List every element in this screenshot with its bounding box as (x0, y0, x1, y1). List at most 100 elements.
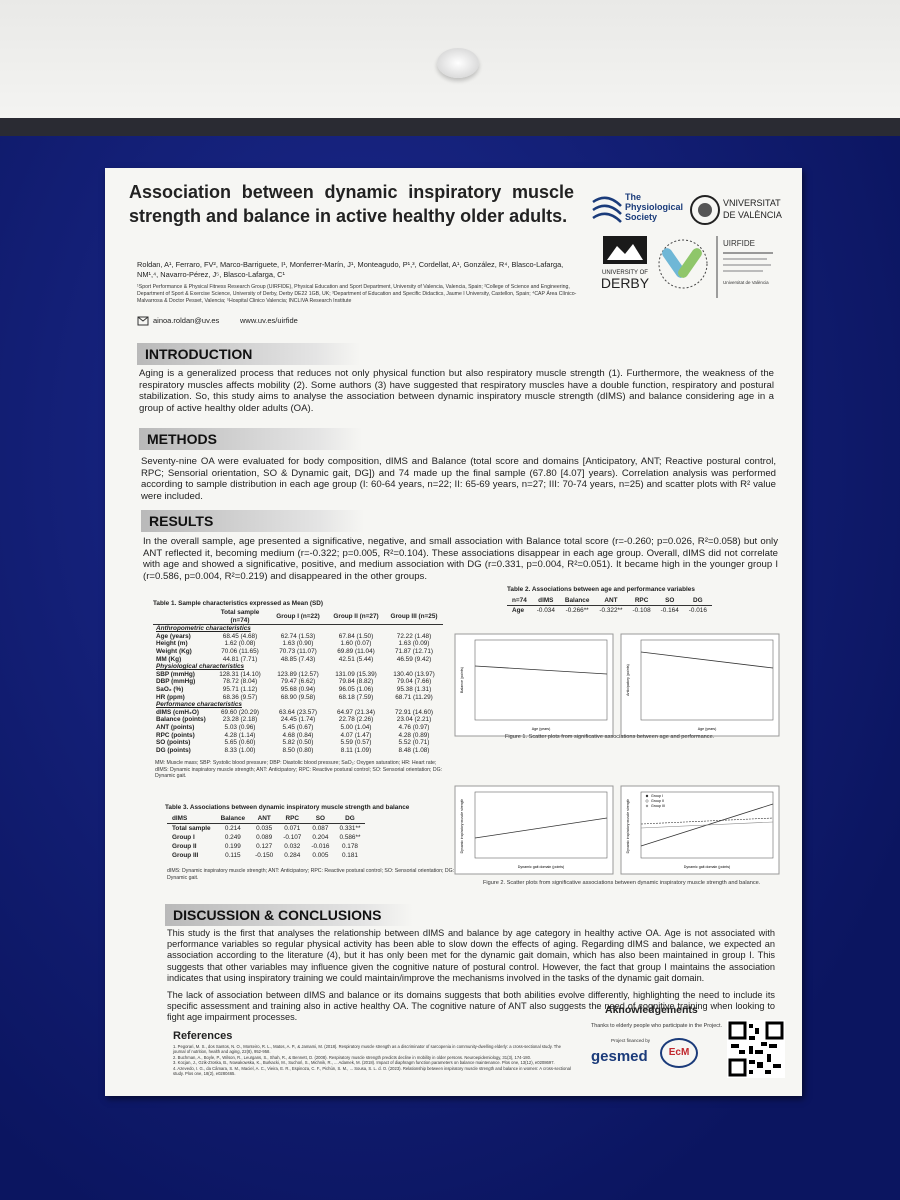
table-row: DBP (mmHg) 78.72 (8.04) 79.47 (6.62) 79.84 … (153, 678, 443, 686)
table-cell: -0.322** (599, 607, 623, 614)
table-cell: 131.09 (15.39) (335, 670, 377, 678)
table-row: Group III 0.115 -0.150 0.284 0.005 0.181 (167, 851, 365, 860)
section-row: Anthropometric characteristics (153, 625, 443, 633)
table-row: Age -0.034 -0.266** -0.322** -0.108 -0.164 -0.… (507, 606, 712, 616)
table-cell: 4.28 (0.89) (398, 731, 430, 739)
logo-text: The (625, 192, 641, 202)
table-cell: 23.04 (2.21) (396, 716, 432, 724)
table-row: DG (points) 8.33 (1.00) 8.50 (0.80) 8.11 (1… (153, 747, 443, 755)
table-row: Age (years) 68.45 (4.68) 62.74 (1.53) 67.84… (153, 633, 443, 641)
paragraph: Seventy-nine OA were evaluated for body … (141, 456, 776, 502)
header-cell: ANT (250, 814, 279, 824)
table-cell: 46.59 (9.42) (396, 655, 432, 663)
website: www.uv.es/uirfide (240, 316, 298, 325)
table-cell: Balance (points) (156, 716, 206, 724)
table-cell: 71.87 (12.71) (394, 647, 434, 655)
table: n=74 dIMS Balance ANT RPC SO DG Age -0.034 -0.266… (507, 596, 712, 615)
table-cell: 44.81 (7.71) (222, 655, 258, 663)
table-cell: SaO₂ (%) (156, 685, 184, 693)
table-note: dIMS: Dynamic inspiratory muscle strengt… (167, 868, 455, 881)
acknowledgements-heading: Aknowledgements (605, 1004, 698, 1016)
table-cell: 5.82 (0.50) (282, 739, 314, 747)
table-cell: 5.59 (0.57) (340, 739, 372, 747)
table-cell: 5.45 (0.67) (282, 723, 314, 731)
table-cell: 0.181 (341, 852, 358, 859)
logo-text: UIRFIDE (723, 239, 755, 248)
header-cell: Balance (215, 814, 251, 824)
header-cell: n=74 (507, 596, 532, 606)
table-cell: 0.199 (224, 843, 241, 850)
table-cell: 95.71 (1.12) (222, 685, 258, 693)
plot-frame (620, 785, 780, 875)
trend-line (474, 817, 608, 839)
header-row: dIMS Balance ANT RPC SO DG (167, 814, 366, 824)
header-row: Total sample (n=74) Group I (n=22) Group I… (153, 609, 443, 626)
table-caption: Table 3. Associations between dynamic in… (165, 804, 410, 811)
paragraph: The lack of association between dIMS and… (167, 990, 775, 1023)
table-cell: 79.04 (7.66) (396, 678, 432, 686)
table-cell: Group III (172, 852, 199, 859)
legend-entry: Group I (651, 794, 663, 798)
financed-label: Project financed by (611, 1038, 651, 1043)
reference: 1. Pegorari, M. S., dos Santos, N. O., M… (173, 1044, 561, 1055)
header-cell: RPC (278, 814, 307, 824)
smoke-detector (437, 48, 479, 78)
header-cell: Group III (n=25) (385, 609, 443, 626)
table-cell: 62.74 (1.53) (280, 632, 316, 640)
table-cell: 95.38 (1.31) (396, 685, 432, 693)
table-row: Group II 0.199 0.127 0.032 -0.016 0.178 (167, 842, 365, 851)
table-caption: Table 2. Associations between age and pe… (507, 586, 695, 593)
logo-text: Society (625, 212, 657, 222)
figure-1: Balance (points) Age (years) Anticipator… (454, 633, 780, 737)
table-cell: 0.214 (224, 825, 241, 832)
table-cell: 8.11 (1.09) (340, 746, 372, 754)
acknowledgements-text: Thanks to elderly people who participate… (591, 1023, 722, 1029)
header-cell: dIMS (167, 814, 216, 824)
table-cell: Height (m) (156, 640, 188, 648)
table-cell: 67.84 (1.50) (338, 632, 374, 640)
table-cell: 42.51 (5.44) (338, 655, 374, 663)
table-cell: -0.016 (688, 607, 707, 614)
table-cell: 8.50 (0.80) (282, 746, 314, 754)
table-cell: 5.03 (0.96) (224, 723, 256, 731)
table: Total sample (n=74) Group I (n=22) Group I… (153, 609, 443, 754)
header-cell: Balance (559, 596, 595, 606)
table-cell: 69.89 (11.04) (337, 647, 375, 655)
trend-line (640, 817, 774, 825)
poster-title: Association between dynamic inspiratory … (129, 182, 574, 226)
logo-text: Universitat de València (723, 280, 769, 285)
figure-caption: Figure 2. Scatter plots from significati… (483, 880, 761, 886)
table-cell: 68.45 (4.68) (222, 632, 258, 640)
table-caption: Table 1. Sample characteristics expresse… (153, 600, 324, 607)
axis-label: Anticipatory (points) (626, 664, 630, 696)
table-cell: 0.331** (339, 825, 361, 832)
plot-frame (620, 633, 780, 737)
table-cell: dIMS (cmH₂O) (156, 708, 199, 716)
table-cell: 8.33 (1.00) (224, 746, 256, 754)
axis-label: Dynamic gait domain (points) (518, 865, 565, 869)
table-cell: 72.91 (14.60) (394, 708, 434, 716)
table-2: n=74 dIMS Balance ANT RPC SO DG Age -0.034 -0.266… (507, 596, 712, 615)
uirfide-logo: UIRFIDE Universitat de València (723, 239, 773, 285)
table-cell: 0.071 (284, 825, 301, 832)
table-cell: 123.89 (12.57) (277, 670, 319, 678)
logo-text: DERBY (601, 275, 650, 291)
table-cell: 70.73 (11.07) (279, 647, 317, 655)
header-cell: dIMS (531, 596, 560, 606)
section-heading: INTRODUCTION (137, 343, 360, 365)
paragraph: Aging is a generalized process that redu… (139, 368, 774, 414)
table-cell: 0.249 (224, 834, 241, 841)
table-cell: 69.60 (20.29) (220, 708, 260, 716)
table-cell: 96.05 (1.06) (338, 685, 374, 693)
table-cell: 4.07 (1.47) (340, 731, 372, 739)
table-cell: 48.85 (7.43) (280, 655, 316, 663)
logo-text: Physiological (625, 202, 683, 212)
table-cell: 0.127 (256, 843, 273, 850)
affiliations: ¹Sport Performance & Physical Fitness Re… (137, 284, 577, 304)
table-row: Height (m) 1.62 (0.08) 1.63 (0.90) 1.60 (0.… (153, 640, 443, 648)
table-cell: DG (points) (156, 746, 191, 754)
header-cell: Group I (n=22) (269, 609, 327, 626)
table-row: Group I 0.249 0.089 -0.107 0.204 0.586** (167, 833, 365, 842)
table-cell: ANT (points) (156, 723, 195, 731)
